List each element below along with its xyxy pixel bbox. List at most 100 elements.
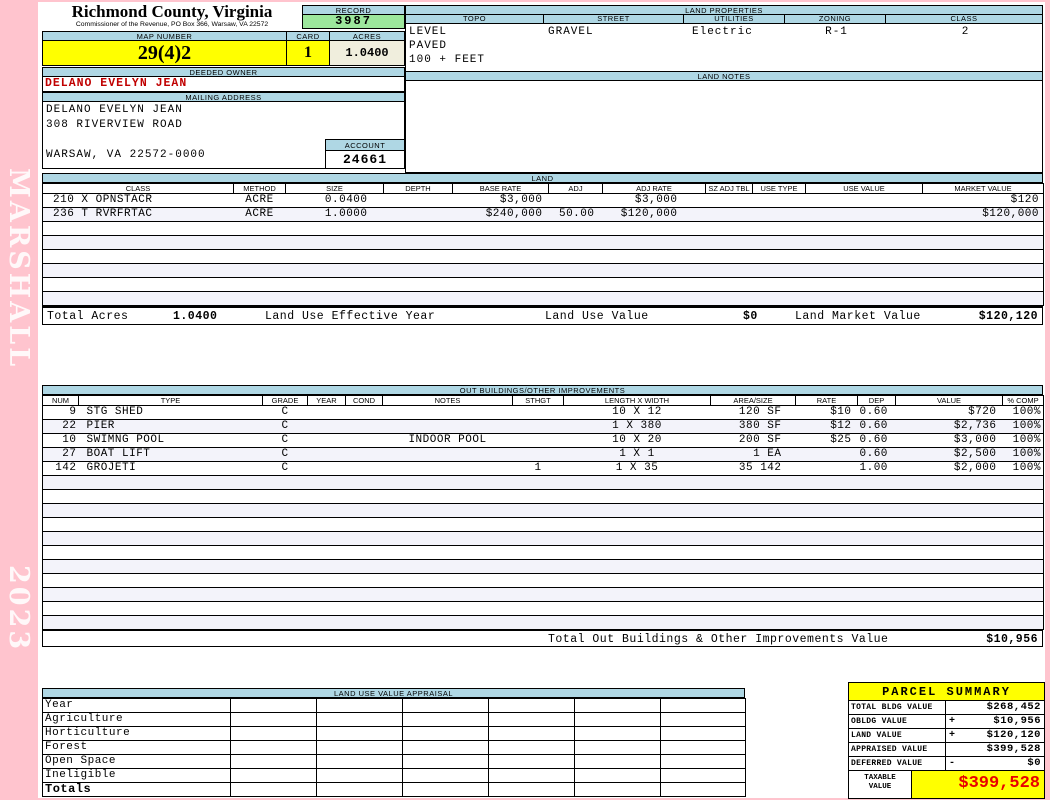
table-cell (382, 461, 513, 476)
table-cell (752, 235, 806, 250)
table-cell: 50.00 (548, 207, 603, 222)
table-cell (42, 601, 79, 616)
table-cell (660, 712, 746, 727)
out-building-row (42, 601, 1044, 616)
table-cell: 1 X 1 (563, 447, 711, 462)
table-cell (1002, 503, 1044, 518)
table-cell (285, 263, 384, 278)
table-cell: Ineligible (42, 768, 231, 783)
table-cell (602, 221, 706, 236)
mailing-address: DELANO EVELYN JEAN 308 RIVERVIEW ROAD WA… (42, 102, 405, 169)
table-cell (574, 754, 661, 769)
table-cell: SWIMNG POOL (78, 433, 263, 448)
table-cell (78, 475, 263, 490)
table-cell (795, 601, 858, 616)
table-cell (795, 559, 858, 574)
table-cell (488, 768, 575, 783)
appraisal-row: Totals (42, 782, 746, 797)
table-cell (42, 517, 79, 532)
table-cell: C (262, 405, 308, 420)
table-cell (710, 545, 796, 560)
table-cell (488, 726, 575, 741)
table-cell (795, 517, 858, 532)
table-cell (752, 263, 806, 278)
table-cell (512, 503, 564, 518)
vendor-watermark: MARSHALL (3, 168, 34, 370)
land-row (42, 263, 1044, 278)
table-cell (512, 475, 564, 490)
table-cell: $2,736 (895, 419, 1003, 434)
year-watermark: 2023 (3, 565, 34, 653)
table-cell (307, 503, 346, 518)
out-building-row: 22 PIER C 1 X 380 380 SF $12 0.60 $2,736 100% (42, 419, 1044, 434)
column-header-utilities: UTILITIES (684, 15, 785, 24)
column-header: DEPTH (383, 183, 453, 194)
table-cell (805, 291, 923, 306)
table-cell (710, 615, 796, 630)
table-cell: 236 T RVRFRTAC (42, 207, 234, 222)
table-cell: 0.60 (857, 405, 896, 420)
table-cell (512, 447, 564, 462)
table-cell (795, 573, 858, 588)
land-properties-values: LEVEL PAVED 100 + FEET GRAVEL Electric R… (405, 24, 1043, 72)
table-cell (574, 726, 661, 741)
land-use-appraisal-title: LAND USE VALUE APPRAISAL (42, 688, 745, 698)
table-cell (660, 726, 746, 741)
table-cell (1002, 615, 1044, 630)
table-cell (42, 531, 79, 546)
column-header: LENGTH X WIDTH (563, 395, 711, 406)
taxable-value: $399,528 (912, 771, 1044, 798)
table-cell (78, 573, 263, 588)
table-cell (752, 249, 806, 264)
summary-value: $0 (1027, 757, 1041, 769)
table-cell (1002, 545, 1044, 560)
table-cell (512, 489, 564, 504)
mailing-line: 308 RIVERVIEW ROAD (46, 119, 183, 131)
table-cell (307, 475, 346, 490)
table-cell (752, 193, 806, 208)
table-cell: 1 X 35 (563, 461, 711, 476)
out-building-row: 9 STG SHED C 10 X 12 120 SF $10 0.60 $720 100% (42, 405, 1044, 420)
table-cell: $3,000 (895, 433, 1003, 448)
summary-row-obldg: OBLDG VALUE + $10,956 (849, 715, 1044, 729)
table-cell (233, 235, 286, 250)
table-cell (262, 573, 308, 588)
table-cell (42, 235, 234, 250)
table-cell (1002, 601, 1044, 616)
table-cell (710, 489, 796, 504)
table-cell (402, 698, 489, 713)
table-cell: GROJETI (78, 461, 263, 476)
table-cell (574, 698, 661, 713)
land-totals-row: Total Acres 1.0400 Land Use Effective Ye… (42, 306, 1043, 325)
table-cell (42, 615, 79, 630)
table-cell: 0.60 (857, 419, 896, 434)
land-market-value: $120,120 (978, 310, 1038, 323)
table-cell (602, 263, 706, 278)
table-cell (452, 263, 549, 278)
table-cell: 100% (1002, 433, 1044, 448)
table-cell: Forest (42, 740, 231, 755)
out-buildings-title: OUT BUILDINGS/OTHER IMPROVEMENTS (42, 385, 1043, 395)
table-cell (383, 193, 453, 208)
acres-label: ACRES (330, 31, 405, 41)
table-cell: Open Space (42, 754, 231, 769)
table-cell (382, 517, 513, 532)
table-cell (795, 461, 858, 476)
table-cell (382, 503, 513, 518)
table-cell (895, 545, 1003, 560)
table-cell (895, 503, 1003, 518)
table-cell (307, 405, 346, 420)
appraisal-row: Agriculture (42, 712, 746, 727)
appraisal-row: Open Space (42, 754, 746, 769)
land-notes-area (405, 81, 1043, 173)
table-cell (922, 277, 1044, 292)
table-cell (710, 531, 796, 546)
table-cell (805, 221, 923, 236)
column-header: ADJ RATE (602, 183, 706, 194)
table-cell (602, 235, 706, 250)
table-cell (345, 503, 383, 518)
summary-operator: + (948, 716, 955, 727)
table-cell (78, 503, 263, 518)
column-header: RATE (795, 395, 858, 406)
